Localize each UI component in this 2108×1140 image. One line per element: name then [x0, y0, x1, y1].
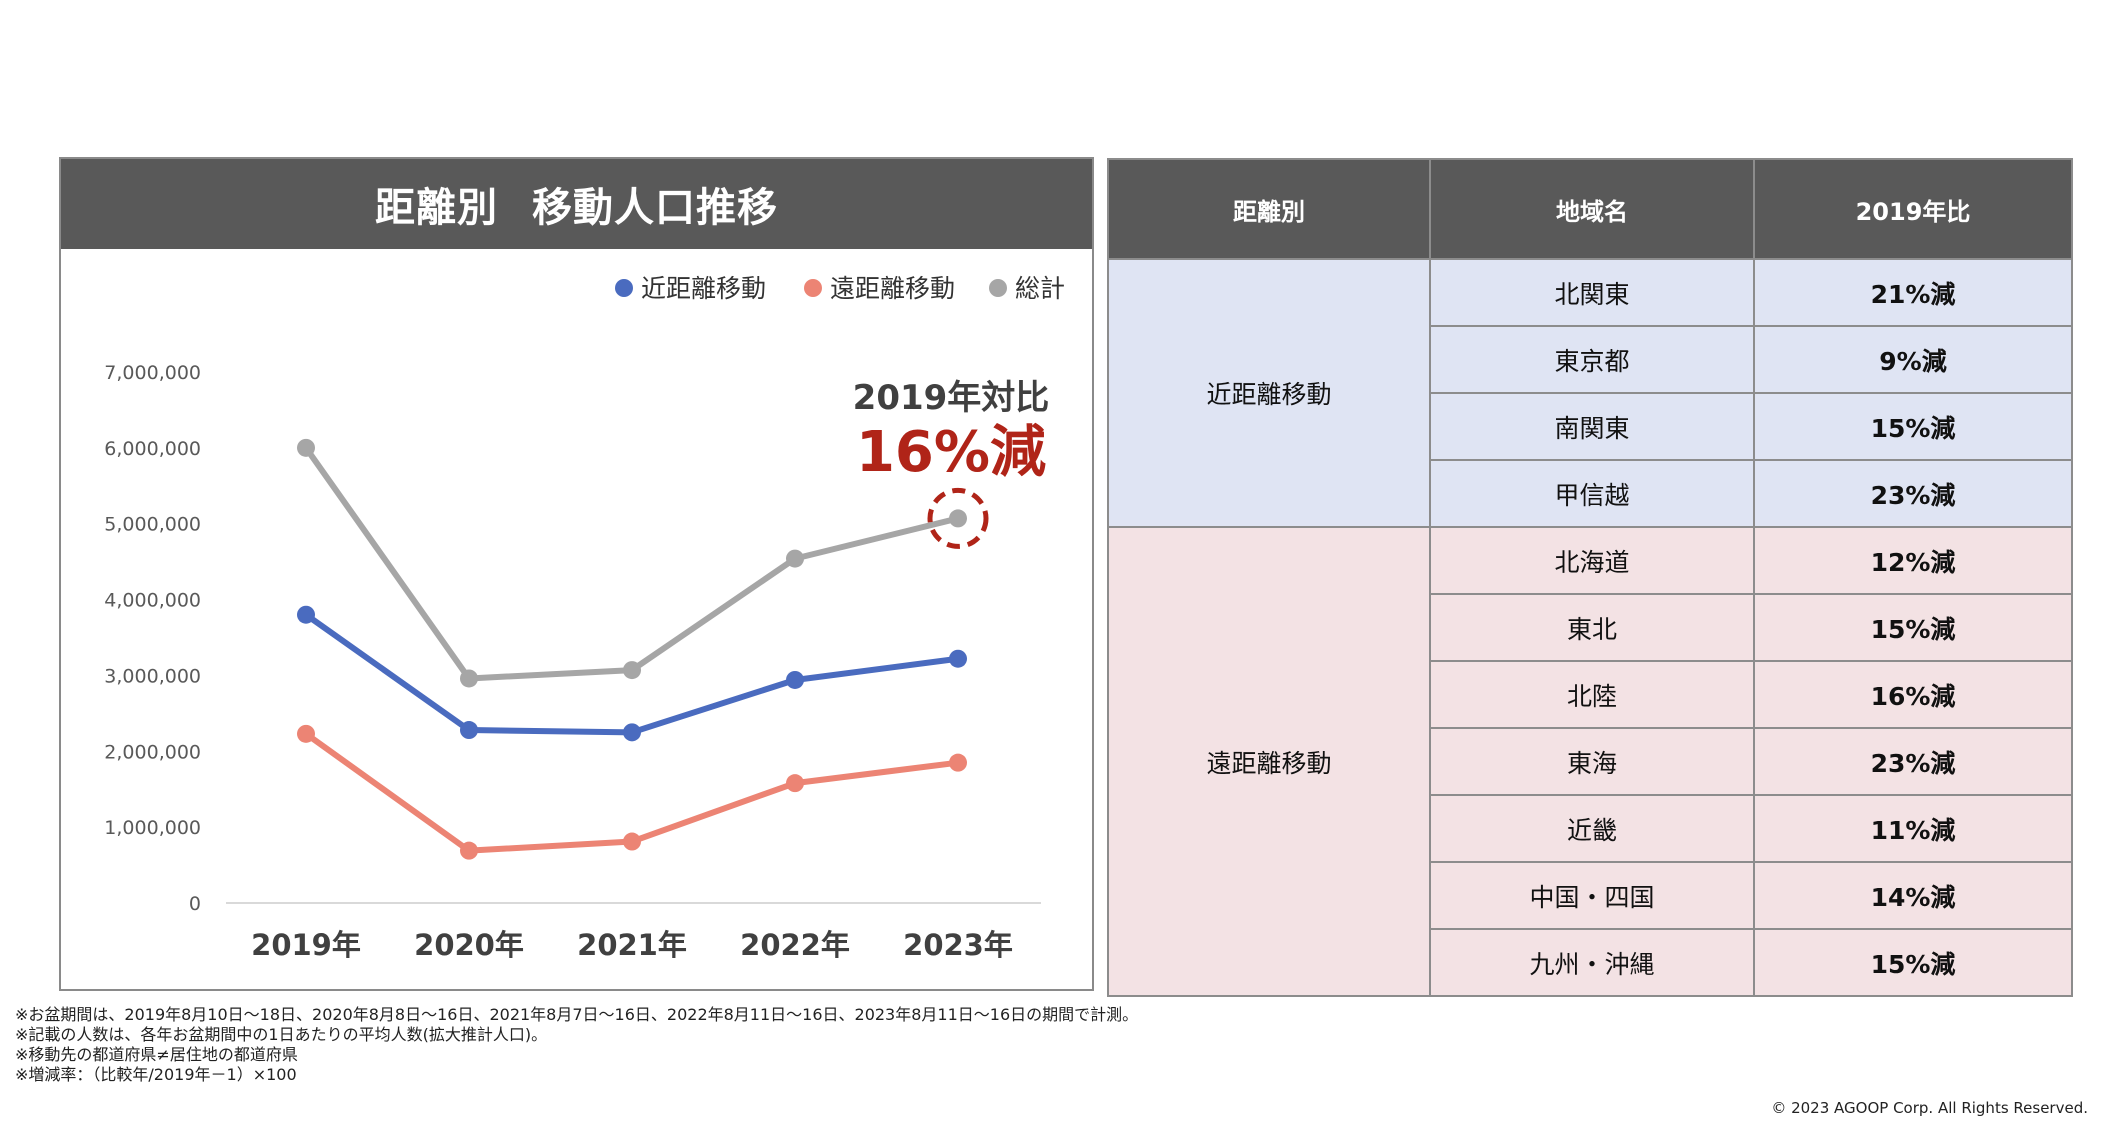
table-row: 中国・四国 14%減: [1108, 861, 2073, 930]
legend-label: 総計: [1015, 274, 1065, 303]
region-cell: 中国・四国: [1429, 861, 1755, 930]
footnote: ※増減率：（比較年/2019年－1）×100: [15, 1065, 297, 1084]
table-row: 東海 23%減: [1108, 727, 2073, 796]
rate-cell: 11%減: [1753, 794, 2073, 863]
rate-cell: 15%減: [1753, 392, 2073, 461]
data-point: [786, 774, 804, 793]
chart-series: [297, 438, 967, 860]
region-cell: 南関東: [1429, 392, 1755, 461]
data-point: [460, 721, 478, 740]
footnote: ※移動先の都道府県≠居住地の都道府県: [15, 1045, 298, 1064]
data-point: [623, 723, 641, 742]
region-cell: 甲信越: [1429, 459, 1755, 528]
rate-cell: 16%減: [1753, 660, 2073, 729]
highlight-circle: [927, 487, 989, 549]
category-cell: 近距離移動: [1107, 258, 1431, 528]
header-rate: 2019年比: [1753, 158, 2073, 260]
legend-marker: [804, 279, 822, 297]
y-tick-label: 5,000,000: [104, 514, 201, 536]
rate-cell: 23%減: [1753, 727, 2073, 796]
comparison-annotation: 2019年対比 16%減: [853, 378, 1050, 549]
chart-title-part2: 移動人口推移: [532, 185, 778, 231]
region-cell: 東京都: [1429, 325, 1755, 394]
table-row: 近距離移動 北関東 21%減: [1107, 258, 2073, 528]
line-chart: 近距離移動 遠距離移動 総計 0 1,000,000 2,000,000 3,000,00…: [104, 274, 1065, 962]
region-cell: 近畿: [1429, 794, 1755, 863]
annotation-value: 16%減: [856, 420, 1046, 485]
table-row: 東北 15%減: [1108, 593, 2073, 662]
y-tick-label: 0: [189, 893, 201, 915]
table-row: 北陸 16%減: [1108, 660, 2073, 729]
region-cell: 九州・沖縄: [1429, 928, 1755, 997]
chart-title-part1: 距離別: [375, 185, 498, 231]
table-header-row: 距離別 地域名 2019年比: [1107, 158, 2073, 260]
header-distance: 距離別: [1107, 158, 1431, 260]
chart-legend: 近距離移動 遠距離移動 総計: [615, 274, 1065, 303]
chart-title: 距離別 移動人口推移: [61, 159, 1092, 249]
legend-marker: [989, 279, 1007, 297]
data-point: [949, 649, 967, 668]
y-tick-label: 4,000,000: [104, 590, 201, 612]
y-axis: 0 1,000,000 2,000,000 3,000,000 4,000,000 5,0…: [104, 362, 201, 915]
rate-cell: 12%減: [1753, 526, 2073, 595]
region-cell: 北海道: [1429, 526, 1755, 595]
y-tick-label: 1,000,000: [104, 817, 201, 839]
x-tick-label: 2021年: [577, 928, 687, 962]
table-row: 九州・沖縄 15%減: [1108, 928, 2073, 997]
category-cell: 遠距離移動: [1107, 526, 1431, 997]
x-tick-label: 2019年: [251, 928, 361, 962]
table-row: 近畿 11%減: [1108, 794, 2073, 863]
header-region: 地域名: [1429, 158, 1755, 260]
table-row: 東京都 9%減: [1108, 325, 2073, 394]
data-point: [297, 724, 315, 743]
region-table-panel: 距離別 地域名 2019年比 近距離移動 北関東 21%減 東京都 9%減 南関…: [1107, 158, 2073, 997]
rate-cell: 15%減: [1753, 928, 2073, 997]
data-point: [786, 549, 804, 568]
rate-cell: 15%減: [1753, 593, 2073, 662]
data-point: [623, 832, 641, 851]
footnote: ※記載の人数は、各年お盆期間中の1日あたりの平均人数(拡大推計人口)。: [15, 1025, 548, 1044]
x-tick-label: 2020年: [414, 928, 524, 962]
y-tick-label: 2,000,000: [104, 741, 201, 763]
data-point: [297, 438, 315, 457]
x-axis: 2019年 2020年 2021年 2022年 2023年: [251, 928, 1013, 962]
rate-cell: 21%減: [1753, 258, 2073, 327]
region-cell: 北関東: [1429, 258, 1755, 327]
footnote: ※お盆期間は、2019年8月10日～18日、2020年8月8日～16日、2021…: [15, 1005, 1139, 1024]
data-point: [949, 509, 967, 528]
y-tick-label: 7,000,000: [104, 362, 201, 384]
data-point: [297, 605, 315, 624]
rate-cell: 9%減: [1753, 325, 2073, 394]
footnotes: ※お盆期間は、2019年8月10日～18日、2020年8月8日～16日、2021…: [15, 1005, 1138, 1085]
region-cell: 東北: [1429, 593, 1755, 662]
annotation-label: 2019年対比: [853, 378, 1050, 418]
copyright: © 2023 AGOOP Corp. All Rights Reserved.: [1771, 1099, 2088, 1117]
rate-cell: 23%減: [1753, 459, 2073, 528]
legend-label: 近距離移動: [641, 274, 766, 303]
data-point: [460, 669, 478, 688]
data-point: [786, 670, 804, 689]
legend-label: 遠距離移動: [830, 274, 955, 303]
rate-cell: 14%減: [1753, 861, 2073, 930]
data-point: [949, 753, 967, 772]
y-tick-label: 6,000,000: [104, 438, 201, 460]
region-cell: 東海: [1429, 727, 1755, 796]
chart-panel: 距離別 移動人口推移 近距離移動 遠距離移動 総計 0 1,000,000 2,000,…: [59, 157, 1094, 991]
table-row: 甲信越 23%減: [1108, 459, 2073, 528]
data-point: [623, 661, 641, 680]
region-table: 距離別 地域名 2019年比 近距離移動 北関東 21%減 東京都 9%減 南関…: [1107, 158, 2073, 997]
data-point: [460, 841, 478, 860]
legend-marker: [615, 279, 633, 297]
x-tick-label: 2023年: [903, 928, 1013, 962]
table-row: 南関東 15%減: [1108, 392, 2073, 461]
x-tick-label: 2022年: [740, 928, 850, 962]
y-tick-label: 3,000,000: [104, 665, 201, 687]
table-row: 遠距離移動 北海道 12%減: [1107, 526, 2073, 997]
region-cell: 北陸: [1429, 660, 1755, 729]
